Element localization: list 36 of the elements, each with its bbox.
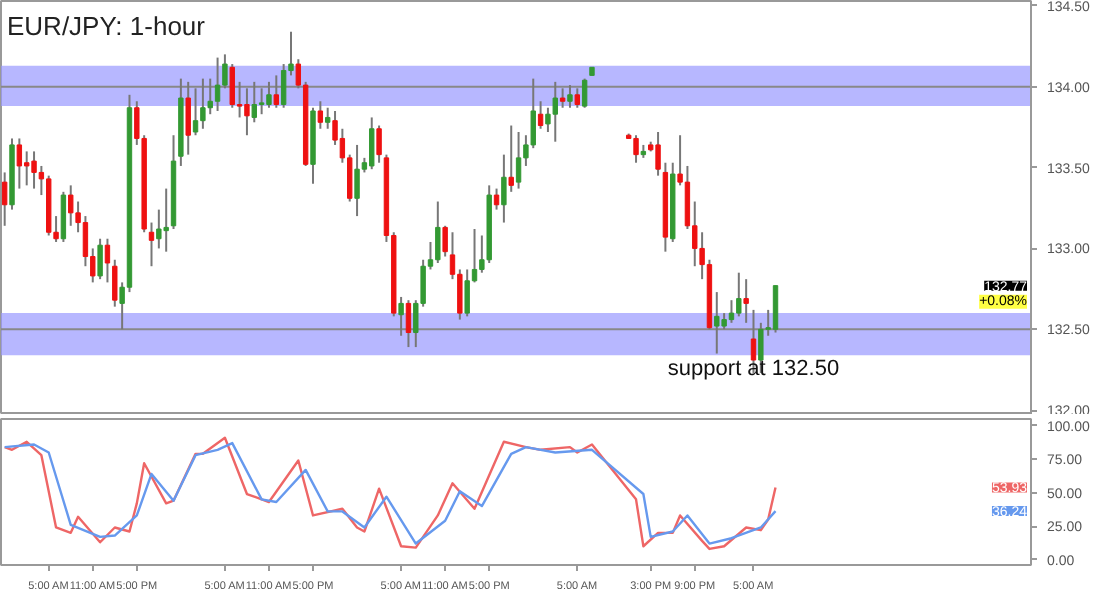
candlestick: [552, 80, 558, 143]
candlestick: [376, 124, 382, 164]
candlestick: [508, 124, 514, 193]
candlestick: [16, 137, 23, 190]
candlestick: [581, 77, 588, 109]
annotation: support at 132.50: [667, 356, 840, 381]
candlestick: [214, 56, 221, 112]
candlestick: [31, 150, 37, 190]
candlestick: [559, 87, 566, 109]
candlestick: [464, 268, 470, 318]
candlestick: [354, 143, 360, 218]
candlestick: [97, 237, 103, 281]
candlestick: [317, 100, 324, 130]
candlestick: [273, 74, 280, 109]
candlestick: [280, 63, 287, 109]
candlestick: [185, 80, 191, 156]
candlestick: [435, 200, 441, 264]
candlestick: [515, 130, 522, 190]
candlestick: [537, 100, 544, 130]
candlestick: [104, 237, 111, 284]
candlestick: [369, 116, 375, 171]
candlestick: [60, 190, 67, 243]
candlestick: [266, 80, 272, 109]
candlestick: [192, 87, 199, 137]
candlestick: [23, 150, 30, 187]
candlestick: [244, 87, 250, 137]
candlestick: [200, 77, 206, 130]
candlestick: [567, 84, 573, 109]
candlestick: [405, 299, 412, 349]
candlestick: [1, 171, 8, 227]
candlestick: [258, 87, 265, 116]
candlestick: [163, 187, 169, 253]
chart-title: EUR/JPY: 1-hour: [7, 11, 207, 41]
candlestick: [68, 184, 74, 227]
candlestick: [493, 187, 500, 211]
candlestick: [574, 87, 580, 109]
